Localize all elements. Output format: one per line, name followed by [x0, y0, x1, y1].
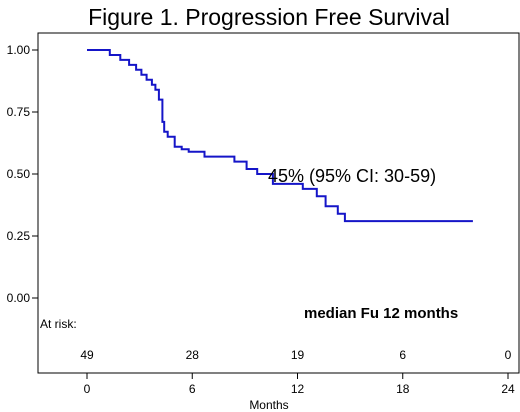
y-tick-label: 0.75 [7, 105, 31, 119]
at-risk-table: 49 28 19 6 0 [80, 348, 511, 362]
x-tick-label: 6 [189, 382, 196, 396]
y-tick-label: 0.25 [7, 229, 31, 243]
at-risk-count: 19 [291, 348, 305, 362]
x-tick-label: 24 [501, 382, 515, 396]
y-axis: 0.00 0.25 0.50 0.75 1.00 [7, 43, 38, 305]
median-followup-label: median Fu 12 months [304, 305, 458, 322]
y-tick-label: 0.00 [7, 291, 31, 305]
plot-frame [37, 32, 520, 374]
y-tick-label: 1.00 [7, 43, 31, 57]
x-tick-label: 0 [84, 382, 91, 396]
at-risk-label: At risk: [40, 317, 77, 331]
at-risk-count: 49 [80, 348, 94, 362]
at-risk-count: 28 [186, 348, 200, 362]
at-risk-count: 6 [399, 348, 406, 362]
chart-title: Figure 1. Progression Free Survival [88, 4, 450, 30]
survival-curves [87, 49, 473, 223]
pfs-estimate-label: 45% (95% CI: 30-59) [268, 166, 436, 186]
x-tick-label: 12 [291, 382, 305, 396]
x-axis: 0 6 12 18 24 [84, 373, 515, 396]
y-tick-label: 0.50 [7, 167, 31, 181]
at-risk-count: 0 [505, 348, 512, 362]
x-axis-label: Months [249, 398, 288, 412]
pfs-survival-curve [87, 49, 473, 223]
x-tick-label: 18 [396, 382, 410, 396]
